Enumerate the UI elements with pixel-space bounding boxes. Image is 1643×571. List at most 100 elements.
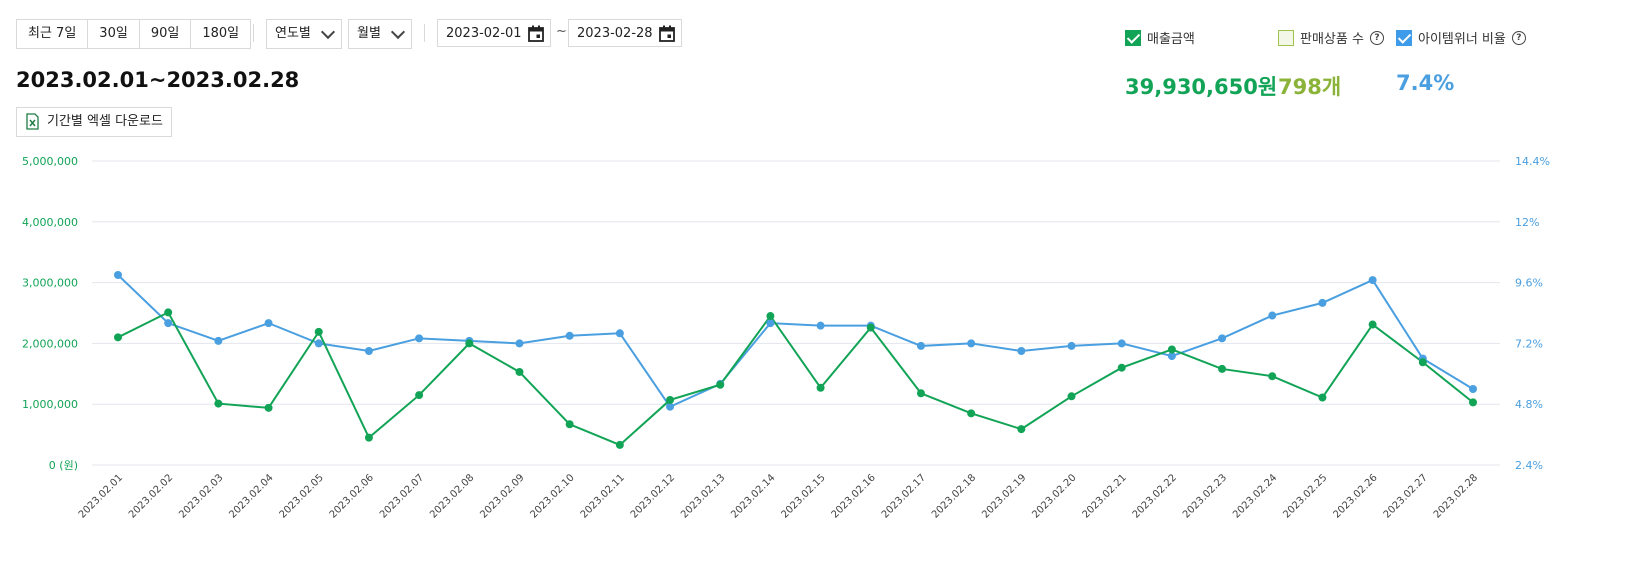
x-tick-label: 2023.02.19 bbox=[980, 472, 1028, 520]
end-date-value: 2023-02-28 bbox=[577, 26, 653, 41]
range-button-7days[interactable]: 최근 7일 bbox=[17, 20, 89, 48]
sales-data-point bbox=[916, 389, 925, 398]
year-select-label: 연도별 bbox=[275, 26, 311, 41]
products-total: 798개 bbox=[1278, 75, 1342, 99]
sales-data-point bbox=[1469, 398, 1477, 407]
date-separator: ~ bbox=[556, 24, 567, 39]
y-left-tick-label: 4,000,000 bbox=[22, 216, 78, 229]
y-right-tick-label: 2.4% bbox=[1515, 459, 1543, 472]
y-right-tick-label: 9.6% bbox=[1515, 277, 1543, 290]
sales-data-point bbox=[716, 380, 725, 389]
x-tick-label: 2023.02.10 bbox=[529, 472, 577, 520]
ratio-data-point bbox=[666, 402, 675, 411]
x-tick-label: 2023.02.28 bbox=[1432, 472, 1480, 520]
sales-data-point bbox=[1418, 358, 1427, 367]
y-right-tick-label: 7.2% bbox=[1515, 337, 1543, 350]
legend-sales-label: 매출금액 bbox=[1147, 32, 1195, 47]
sales-data-point bbox=[164, 308, 173, 317]
excel-download-label: 기간별 엑셀 다운로드 bbox=[47, 114, 163, 129]
x-tick-label: 2023.02.21 bbox=[1081, 472, 1129, 520]
sales-data-point bbox=[465, 339, 474, 348]
sales-data-point bbox=[666, 395, 675, 404]
x-tick-label: 2023.02.05 bbox=[278, 472, 326, 520]
help-icon[interactable]: ? bbox=[1369, 30, 1384, 45]
ratio-data-point bbox=[615, 329, 624, 338]
sales-data-point bbox=[415, 391, 424, 400]
ratio-data-point bbox=[415, 334, 424, 343]
ratio-data-point bbox=[1318, 298, 1327, 307]
legend-ratio-toggle[interactable]: 아이템위너 비율 ? bbox=[1396, 28, 1526, 47]
sales-checkbox[interactable] bbox=[1125, 29, 1141, 46]
end-date-field[interactable]: 2023-02-28 bbox=[568, 19, 682, 47]
ratio-data-point bbox=[114, 271, 122, 279]
sales-data-point bbox=[264, 403, 273, 412]
x-tick-label: 2023.02.22 bbox=[1131, 472, 1179, 520]
sales-data-point bbox=[214, 399, 223, 408]
ratio-data-point bbox=[1117, 339, 1126, 348]
help-icon[interactable]: ? bbox=[1511, 30, 1526, 45]
sales-data-point bbox=[114, 333, 122, 342]
x-tick-label: 2023.02.03 bbox=[177, 472, 225, 520]
divider bbox=[424, 24, 425, 42]
range-button-90days[interactable]: 90일 bbox=[139, 20, 192, 48]
y-right-tick-label: 4.8% bbox=[1515, 398, 1543, 411]
ratio-average: 7.4% bbox=[1396, 71, 1455, 95]
legend-ratio-label: 아이템위너 비율 bbox=[1418, 32, 1506, 47]
x-tick-label: 2023.02.09 bbox=[478, 472, 526, 520]
ratio-series-line bbox=[117, 274, 1474, 408]
y-right-tick-label: 14.4% bbox=[1515, 155, 1550, 168]
range-button-180days[interactable]: 180일 bbox=[191, 20, 251, 48]
divider bbox=[253, 24, 254, 42]
sales-data-point bbox=[1167, 345, 1176, 354]
ratio-data-point bbox=[364, 347, 373, 355]
ratio-data-point bbox=[164, 319, 173, 328]
ratio-data-point bbox=[565, 331, 574, 340]
month-select-label: 월별 bbox=[357, 26, 381, 41]
x-tick-label: 2023.02.27 bbox=[1382, 472, 1430, 520]
ratio-data-point bbox=[916, 341, 925, 350]
sales-data-point bbox=[364, 433, 373, 442]
range-button-30days[interactable]: 30일 bbox=[88, 20, 140, 48]
sales-total: 39,930,650원 bbox=[1125, 75, 1278, 99]
ratio-data-point bbox=[1469, 385, 1477, 393]
x-tick-label: 2023.02.26 bbox=[1331, 472, 1379, 520]
sales-data-point bbox=[1368, 320, 1377, 329]
ratio-checkbox[interactable] bbox=[1396, 29, 1412, 46]
month-select[interactable]: 월별 bbox=[348, 19, 412, 49]
ratio-data-point bbox=[1167, 352, 1176, 361]
sales-data-point bbox=[967, 409, 976, 418]
x-tick-label: 2023.02.04 bbox=[227, 472, 275, 520]
x-tick-label: 2023.02.14 bbox=[729, 472, 777, 520]
y-left-tick-label: 2,000,000 bbox=[22, 337, 78, 350]
excel-download-button[interactable]: 기간별 엑셀 다운로드 bbox=[16, 107, 172, 137]
sales-data-point bbox=[766, 312, 775, 321]
calendar-icon[interactable] bbox=[659, 25, 675, 42]
sales-data-point bbox=[314, 327, 323, 336]
ratio-data-point bbox=[967, 339, 976, 348]
sales-data-point bbox=[515, 367, 524, 376]
year-select[interactable]: 연도별 bbox=[266, 19, 342, 49]
legend-sales-toggle[interactable]: 매출금액 bbox=[1125, 28, 1195, 47]
x-tick-label: 2023.02.07 bbox=[378, 472, 426, 520]
x-tick-label: 2023.02.18 bbox=[930, 472, 978, 520]
x-tick-label: 2023.02.17 bbox=[880, 472, 928, 520]
x-tick-label: 2023.02.15 bbox=[779, 472, 827, 520]
ratio-data-point bbox=[816, 321, 825, 330]
sales-series-line bbox=[117, 311, 1474, 447]
x-tick-label: 2023.02.20 bbox=[1030, 472, 1078, 520]
calendar-icon[interactable] bbox=[528, 25, 544, 42]
start-date-field[interactable]: 2023-02-01 bbox=[437, 19, 551, 47]
sales-data-point bbox=[1117, 363, 1126, 372]
ratio-data-point bbox=[264, 319, 273, 328]
sales-data-point bbox=[866, 323, 875, 332]
products-checkbox[interactable] bbox=[1278, 29, 1294, 46]
y-left-tick-label: 5,000,000 bbox=[22, 155, 78, 168]
x-tick-label: 2023.02.01 bbox=[77, 472, 125, 520]
x-tick-label: 2023.02.24 bbox=[1231, 472, 1279, 520]
legend-products-toggle[interactable]: 판매상품 수 ? bbox=[1278, 28, 1384, 47]
x-tick-label: 2023.02.11 bbox=[579, 472, 627, 520]
x-tick-label: 2023.02.13 bbox=[679, 472, 727, 520]
ratio-data-point bbox=[314, 339, 323, 348]
sales-data-point bbox=[816, 383, 825, 392]
